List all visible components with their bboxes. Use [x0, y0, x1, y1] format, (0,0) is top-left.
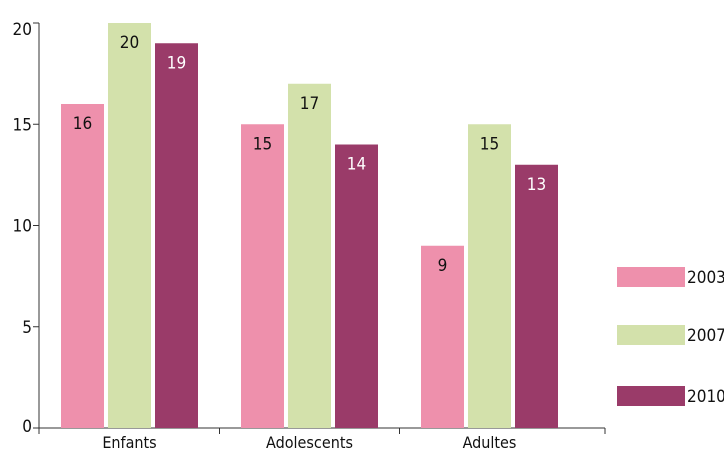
x-axis: Enfants Adolescents Adultes [38, 427, 606, 452]
bar-value-label: 15 [253, 134, 272, 154]
bar-2007-adolescents [288, 83, 331, 428]
bar-2007-enfants [108, 23, 151, 428]
bar-value-label: 9 [438, 256, 448, 276]
legend-swatch-2003 [617, 267, 685, 287]
y-tick-label: 5 [22, 318, 32, 338]
x-category-label: Enfants [102, 433, 156, 452]
y-tick-label: 15 [13, 115, 32, 135]
bar-value-label: 17 [300, 94, 319, 114]
bar-2010-adultes [515, 164, 558, 428]
bar-value-label: 15 [480, 134, 499, 154]
legend-swatch-2010 [617, 386, 685, 406]
bar-2010-adolescents [335, 144, 378, 428]
bar-2003-adultes [421, 245, 464, 428]
x-category-label: Adolescents [266, 433, 353, 452]
bar-value-label: 20 [120, 33, 139, 53]
bar-value-label: 16 [73, 114, 92, 134]
bar-2003-adolescents [241, 124, 284, 428]
legend-swatch-2007 [617, 325, 685, 345]
bar-value-label: 19 [167, 53, 186, 73]
legend: 2003 2007 2010 [617, 267, 724, 407]
bar-labels-group: 16 20 19 15 17 14 9 15 13 [73, 33, 546, 276]
legend-label-2007: 2007 [687, 326, 724, 346]
bar-2007-adultes [468, 124, 511, 428]
legend-label-2010: 2010 [687, 387, 724, 407]
y-axis: 0 5 10 15 20 [13, 20, 40, 437]
bar-value-label: 14 [347, 155, 366, 175]
y-tick-label: 10 [13, 217, 32, 237]
bar-2010-enfants [155, 43, 198, 428]
bar-2003-enfants [61, 104, 104, 428]
x-category-label: Adultes [463, 433, 517, 452]
bar-value-label: 13 [527, 175, 546, 195]
y-tick-label: 20 [13, 20, 32, 40]
legend-label-2003: 2003 [687, 268, 724, 288]
bars-group [61, 23, 558, 428]
y-tick-label: 0 [22, 417, 32, 437]
